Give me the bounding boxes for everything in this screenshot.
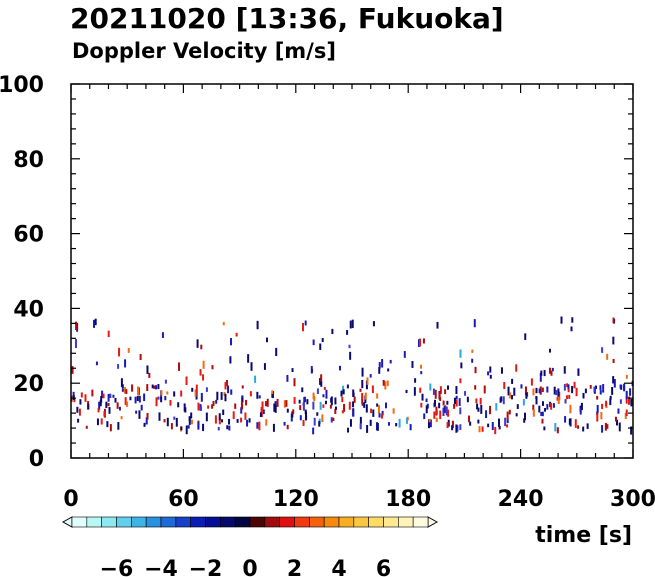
colorbar-segment	[71, 516, 88, 528]
y-tick-label: 0	[29, 447, 44, 472]
colorbar-tick-label: 2	[287, 557, 302, 577]
colorbar-segment	[131, 516, 147, 528]
colorbar-arrow-right	[427, 516, 439, 528]
colorbar-tick-labels: −6 −4 −2 0 2 4 6	[100, 557, 392, 577]
x-tick-label: 300	[610, 487, 655, 512]
x-tick-label: 240	[498, 487, 544, 512]
colorbar-tick-label: −2	[189, 557, 223, 577]
colorbar-segment	[323, 516, 340, 528]
x-tick-label: 180	[385, 487, 431, 512]
colorbar-segment	[353, 516, 369, 528]
colorbar-segment	[338, 516, 355, 528]
colorbar-segment	[160, 516, 177, 528]
colorbar-segment	[279, 516, 295, 528]
colorbar-segment	[116, 516, 132, 528]
colorbar-tick-label: 6	[376, 557, 391, 577]
colorbar-segment	[175, 516, 191, 528]
colorbar-segment	[309, 516, 325, 528]
colorbar-tick-label: 4	[331, 557, 346, 577]
colorbar-segment	[145, 516, 162, 528]
chart-title: 20211020 [13:36, Fukuoka]	[70, 2, 504, 35]
colorbar-segment	[368, 516, 384, 528]
colorbar-tick-label: −4	[144, 557, 178, 577]
colorbar-segment	[86, 516, 102, 528]
colorbar-segment	[205, 516, 221, 528]
y-tick-label: 20	[13, 372, 44, 397]
colorbar-tick-label: 0	[242, 557, 257, 577]
data-points	[70, 316, 634, 435]
x-tick-label: 60	[168, 487, 199, 512]
colorbar-segment	[249, 516, 266, 528]
y-tick-label: 40	[13, 297, 44, 322]
y-tick-label: 60	[13, 223, 44, 248]
colorbar-arrow-left	[61, 516, 73, 528]
plot-frame	[70, 83, 634, 459]
colorbar-segment	[383, 516, 399, 528]
colorbar-segment	[101, 516, 117, 528]
colorbar	[61, 516, 439, 528]
plot-area: 0 20 40 60 80 100 0 60 120 180 240 300	[0, 73, 655, 512]
minor-ticks	[70, 83, 634, 459]
x-tick-label: 0	[63, 487, 78, 512]
x-axis-tick-labels: 0 60 120 180 240 300	[63, 487, 655, 512]
colorbar-segment	[398, 516, 414, 528]
y-tick-label: 100	[0, 73, 44, 98]
colorbar-segment	[220, 516, 236, 528]
chart-subtitle: Doppler Velocity [m/s]	[72, 39, 336, 63]
colorbar-segment	[264, 516, 280, 528]
colorbar-segment	[190, 516, 206, 528]
colorbar-tick-label: −6	[100, 557, 134, 577]
x-axis-title: time [s]	[535, 523, 632, 548]
colorbar-segment	[294, 516, 310, 528]
x-tick-label: 120	[273, 487, 319, 512]
y-axis-tick-labels: 0 20 40 60 80 100	[0, 73, 44, 472]
colorbar-segment	[412, 516, 429, 528]
y-tick-label: 80	[13, 148, 44, 173]
colorbar-segment	[234, 516, 251, 528]
